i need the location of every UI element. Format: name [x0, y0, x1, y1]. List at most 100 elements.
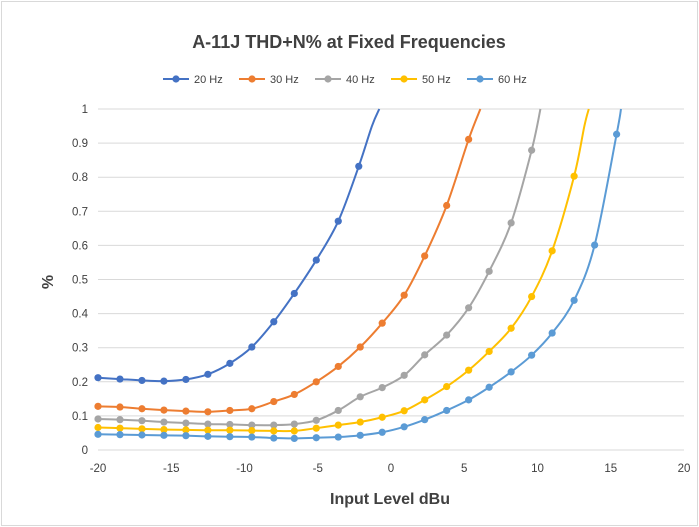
data-point [334, 217, 342, 225]
data-point [226, 406, 234, 415]
data-point [443, 201, 451, 210]
series-line [97, 108, 590, 433]
data-point [290, 289, 298, 298]
data-point [290, 390, 298, 399]
data-point [443, 382, 451, 391]
data-point [465, 396, 473, 404]
data-point [613, 130, 621, 138]
data-point [507, 219, 515, 227]
legend-item: 20 Hz [163, 74, 223, 86]
series-3 [94, 108, 590, 435]
data-point [378, 413, 386, 421]
x-axis: -20 -15 -10 -5 0 5 10 15 20 [90, 463, 691, 475]
y-tick-label: 0.2 [72, 377, 88, 389]
y-tick-label: 0.8 [72, 172, 88, 184]
y-axis-title: % [40, 275, 57, 289]
legend-label: 40 Hz [346, 74, 375, 86]
data-point [182, 407, 190, 415]
x-tick-label: -20 [90, 463, 107, 475]
data-point [570, 296, 578, 304]
legend-swatch-marker [248, 75, 256, 83]
y-tick-label: 0 [82, 445, 88, 457]
data-point [465, 366, 473, 374]
legend-label: 30 Hz [270, 74, 299, 86]
data-point [356, 343, 364, 351]
data-point [160, 406, 168, 414]
data-point [421, 252, 429, 260]
data-point [334, 406, 342, 415]
data-point [182, 419, 190, 427]
x-tick-label: 10 [531, 463, 544, 475]
legend-swatch-marker [324, 75, 332, 83]
data-point [312, 378, 320, 386]
data-point [507, 368, 515, 376]
data-point [248, 405, 256, 413]
data-point [94, 423, 102, 432]
data-point [138, 376, 146, 385]
data-point [182, 426, 190, 434]
data-point [465, 304, 473, 312]
data-point [204, 432, 212, 440]
legend-item: 30 Hz [239, 74, 299, 86]
legend: 20 Hz 30 Hz 40 Hz 50 Hz 60 Hz [163, 74, 527, 86]
data-point [356, 393, 364, 401]
data-point [204, 420, 212, 428]
y-tick-label: 0.6 [72, 240, 88, 252]
data-point [528, 146, 536, 154]
data-point [138, 405, 146, 413]
x-tick-label: 15 [604, 463, 617, 475]
y-tick-label: 0.4 [72, 309, 89, 321]
data-point [94, 415, 102, 423]
data-point [182, 375, 190, 384]
data-point [334, 421, 342, 429]
data-point [421, 416, 429, 424]
legend-label: 60 Hz [498, 74, 527, 86]
series-line [97, 108, 482, 413]
y-tick-label: 0.7 [72, 206, 88, 218]
data-point [138, 431, 146, 439]
y-tick-label: 1 [82, 104, 88, 116]
data-point [400, 371, 408, 379]
data-point [400, 423, 408, 431]
data-point [290, 434, 298, 443]
data-point [548, 247, 556, 255]
x-tick-label: -15 [163, 463, 180, 475]
data-point [356, 431, 364, 439]
x-tick-label: 5 [461, 463, 467, 475]
data-point [116, 424, 124, 432]
data-point [270, 434, 278, 442]
data-point [226, 420, 234, 429]
data-point [226, 426, 234, 434]
series-4 [94, 108, 622, 443]
chart-title: A-11J THD+N% at Fixed Frequencies [192, 32, 506, 52]
data-point [378, 383, 386, 392]
data-point [226, 359, 234, 367]
x-tick-label: 0 [388, 463, 394, 475]
data-point [334, 433, 342, 441]
data-point [116, 375, 124, 383]
data-point [204, 426, 212, 434]
data-point [485, 383, 493, 391]
data-point [443, 331, 451, 339]
x-axis-title: Input Level dBu [330, 491, 450, 508]
legend-item: 50 Hz [391, 74, 451, 86]
data-point [160, 418, 168, 426]
data-point [421, 351, 429, 359]
y-axis: 0 0.1 0.2 0.3 0.4 0.5 0.6 0.7 0.8 0.9 1 [72, 104, 89, 457]
data-point [290, 427, 298, 435]
data-point [248, 426, 256, 435]
data-point [248, 433, 256, 441]
y-tick-label: 0.5 [72, 275, 88, 287]
data-point [160, 431, 168, 439]
legend-swatch-marker [476, 75, 484, 83]
legend-label: 50 Hz [422, 74, 451, 86]
data-point [378, 428, 386, 436]
data-point [507, 324, 515, 332]
series-2 [94, 108, 542, 429]
data-point [160, 377, 168, 385]
data-point [116, 416, 124, 424]
data-point [312, 424, 320, 432]
data-point [312, 256, 320, 264]
data-point [116, 431, 124, 439]
